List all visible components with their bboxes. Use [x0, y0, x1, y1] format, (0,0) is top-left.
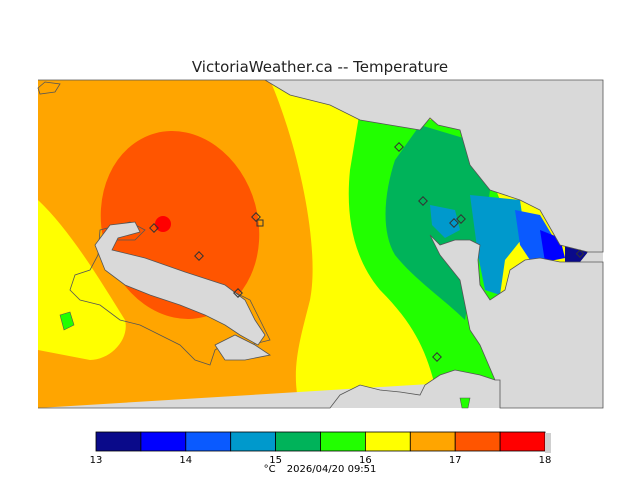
station-marker	[418, 196, 428, 206]
legend-swatch	[320, 431, 366, 452]
legend-bar-shadow	[545, 433, 551, 453]
station-marker	[149, 223, 159, 233]
legend-tick-label: 13	[89, 455, 103, 466]
legend-swatch	[364, 431, 411, 452]
legend-tick-label: 18	[538, 455, 552, 466]
station-marker	[575, 249, 585, 258]
station-marker	[256, 219, 264, 227]
legend-swatch	[409, 431, 456, 452]
legend-tick-label: 16	[359, 455, 372, 466]
station-marker	[449, 218, 459, 228]
legend-swatch	[230, 431, 276, 452]
legend-swatch	[499, 431, 546, 452]
legend-swatch	[275, 431, 321, 452]
station-markers	[149, 142, 585, 362]
legend-tick-label: 15	[269, 455, 282, 466]
legend-swatch	[140, 431, 187, 452]
legend-swatch	[454, 431, 501, 452]
legend-swatch	[95, 431, 142, 452]
legend-tick-label: 14	[179, 455, 193, 466]
station-marker	[456, 214, 466, 224]
map-title: VictoriaWeather.ca -- Temperature	[191, 58, 449, 76]
timestamp: 2026/04/20 09:51	[286, 464, 377, 475]
station-marker	[251, 212, 261, 222]
legend-tick-label: 17	[448, 455, 462, 466]
legend-swatch	[185, 431, 232, 452]
inlet-water	[94, 221, 266, 346]
map-footer: °C 2026/04/20 09:51	[0, 464, 640, 475]
legend-color-bar	[95, 431, 546, 452]
station-marker	[194, 251, 204, 261]
station-marker	[394, 142, 404, 152]
station-marker	[233, 288, 243, 298]
unit-label: °C	[263, 464, 276, 475]
contour-fills	[38, 80, 588, 408]
station-marker	[432, 352, 442, 362]
